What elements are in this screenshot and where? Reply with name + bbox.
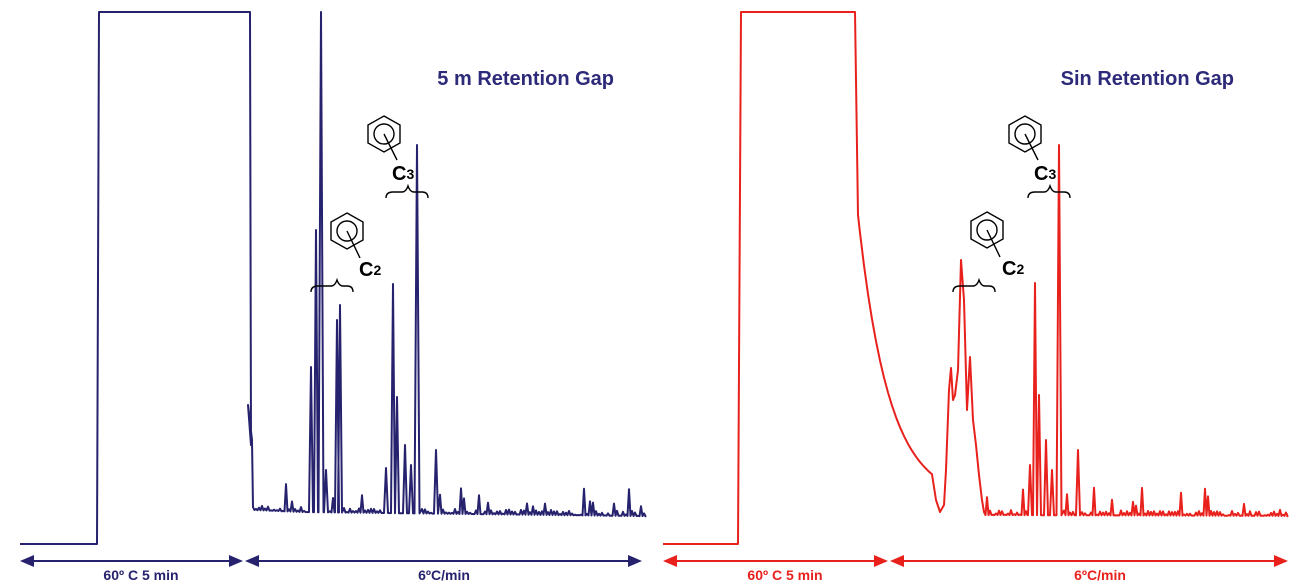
benzene-ring-icon bbox=[367, 115, 401, 161]
ramp-segment-label: 6ºC/min bbox=[1074, 567, 1126, 583]
ramp-segment-label: 6ºC/min bbox=[418, 567, 470, 583]
chart-title: 5 m Retention Gap bbox=[437, 68, 614, 90]
c3-annotation: C3 bbox=[367, 115, 429, 199]
c2-annotation: C2 bbox=[310, 212, 381, 293]
isothermal-segment-label: 60º C 5 min bbox=[747, 567, 822, 583]
chart-title: Sin Retention Gap bbox=[1061, 68, 1234, 90]
c3-brace bbox=[1027, 183, 1071, 199]
chromatogram-trace bbox=[663, 11, 1289, 545]
chromatogram-panel-no-retention-gap: Sin Retention Gap C2 C3 bbox=[663, 11, 1289, 583]
c2-label: C2 bbox=[359, 259, 381, 281]
benzene-ring-icon bbox=[1008, 115, 1042, 161]
ramp-segment-arrow: 6ºC/min bbox=[245, 555, 642, 583]
c2-annotation: C2 bbox=[952, 211, 1024, 293]
isothermal-segment-arrow: 60º C 5 min bbox=[20, 555, 243, 583]
chromatogram-trace bbox=[20, 11, 647, 545]
c3-brace bbox=[385, 183, 429, 199]
chromatogram-panel-retention-gap: 5 m Retention Gap C2 C3 bbox=[20, 11, 647, 583]
isothermal-segment-label: 60º C 5 min bbox=[103, 567, 178, 583]
ramp-segment-arrow: 6ºC/min bbox=[890, 555, 1288, 583]
benzene-ring-icon bbox=[970, 211, 1004, 258]
c2-label: C2 bbox=[1002, 258, 1024, 280]
c3-annotation: C3 bbox=[1008, 115, 1071, 199]
isothermal-segment-arrow: 60º C 5 min bbox=[663, 555, 888, 583]
c2-brace bbox=[310, 277, 354, 293]
c3-label: C3 bbox=[1034, 163, 1056, 185]
c3-label: C3 bbox=[392, 163, 414, 185]
benzene-ring-icon bbox=[330, 212, 364, 259]
c2-brace bbox=[952, 277, 996, 293]
